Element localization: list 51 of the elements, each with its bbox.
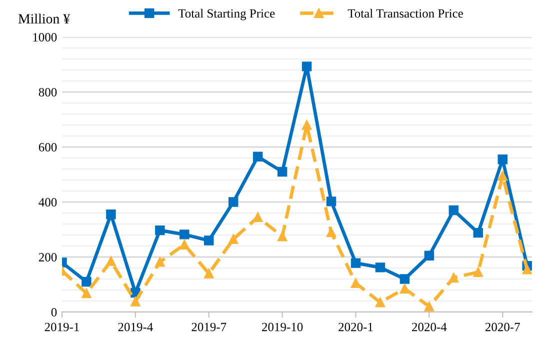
legend-label: Total Transaction Price bbox=[348, 8, 463, 18]
point bbox=[400, 284, 410, 294]
point bbox=[180, 240, 190, 250]
point bbox=[302, 62, 312, 72]
legend-label: Total Starting Price bbox=[178, 8, 275, 20]
x-tick-label: 2020-7 bbox=[485, 322, 520, 332]
point bbox=[204, 236, 214, 246]
point bbox=[424, 302, 434, 312]
y-tick-label: 0 bbox=[51, 308, 57, 316]
point bbox=[155, 257, 165, 267]
point bbox=[424, 250, 434, 260]
point bbox=[252, 152, 263, 162]
x-tick-label: 2020-4 bbox=[412, 322, 447, 332]
point bbox=[375, 298, 386, 308]
point bbox=[448, 205, 459, 216]
y-tick-label: 400 bbox=[38, 198, 57, 206]
point bbox=[473, 228, 484, 238]
y-tick-label: 1000 bbox=[33, 33, 57, 42]
x-tick-label: 2019-1 bbox=[44, 322, 79, 332]
point bbox=[204, 268, 214, 278]
point bbox=[302, 120, 312, 130]
point bbox=[180, 230, 190, 240]
point bbox=[155, 225, 165, 236]
y-tick-label: 800 bbox=[38, 88, 57, 96]
point bbox=[498, 154, 508, 164]
point bbox=[106, 256, 116, 266]
point bbox=[400, 274, 410, 284]
point bbox=[130, 296, 140, 306]
point bbox=[375, 262, 386, 272]
point bbox=[522, 264, 532, 274]
point bbox=[350, 258, 361, 268]
point bbox=[350, 278, 361, 288]
x-tick-label: 2019-4 bbox=[118, 322, 153, 332]
point bbox=[326, 196, 336, 206]
y-tick-label: 200 bbox=[38, 253, 57, 262]
point bbox=[277, 232, 288, 242]
point bbox=[473, 267, 484, 277]
x-tick-label: 2019-7 bbox=[192, 322, 226, 332]
point bbox=[498, 171, 508, 181]
x-tick-label: 2020-1 bbox=[338, 322, 373, 332]
point bbox=[277, 166, 288, 177]
point bbox=[326, 227, 336, 238]
point bbox=[228, 197, 238, 207]
x-tick-label: 2019-10 bbox=[262, 322, 303, 332]
point bbox=[228, 234, 238, 244]
point bbox=[82, 288, 92, 298]
point bbox=[82, 276, 92, 287]
point bbox=[448, 272, 459, 282]
y-axis-title: Million ¥ bbox=[18, 14, 70, 24]
point bbox=[106, 210, 116, 220]
y-tick-label: 600 bbox=[38, 143, 57, 152]
